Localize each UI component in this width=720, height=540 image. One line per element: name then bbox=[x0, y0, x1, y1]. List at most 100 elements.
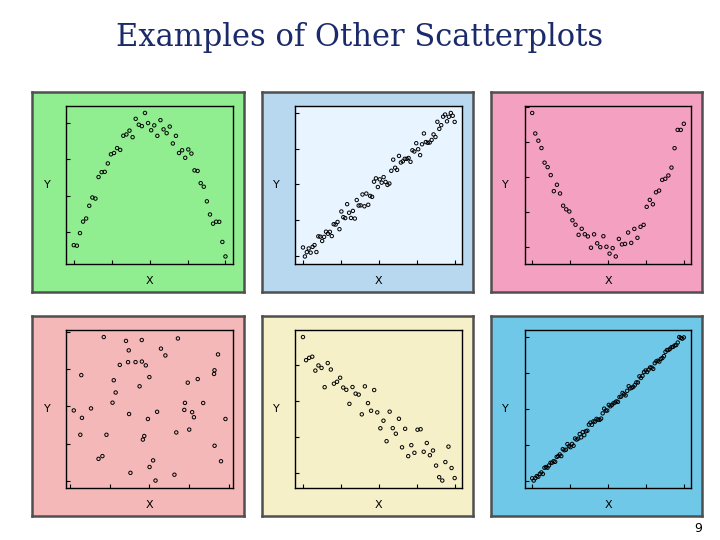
Point bbox=[399, 154, 410, 163]
Point bbox=[529, 129, 541, 138]
Point bbox=[376, 178, 387, 187]
Point bbox=[76, 414, 88, 422]
Point bbox=[209, 366, 220, 375]
Point bbox=[594, 416, 606, 424]
Point bbox=[99, 167, 110, 176]
Point bbox=[612, 397, 624, 406]
Point bbox=[641, 202, 652, 211]
Point bbox=[68, 241, 79, 249]
Point bbox=[68, 406, 79, 415]
Point bbox=[557, 201, 569, 210]
Point bbox=[356, 190, 368, 199]
Point bbox=[608, 399, 619, 408]
Point bbox=[603, 401, 615, 409]
Point bbox=[204, 210, 216, 219]
Point bbox=[86, 193, 98, 202]
Point bbox=[391, 166, 402, 174]
Point bbox=[331, 377, 343, 386]
Point bbox=[552, 180, 563, 189]
Point bbox=[148, 456, 159, 465]
Point bbox=[123, 410, 135, 418]
Point bbox=[372, 183, 384, 191]
Point bbox=[447, 111, 459, 120]
Point bbox=[136, 122, 148, 131]
Point bbox=[415, 425, 426, 434]
Point bbox=[649, 359, 660, 368]
Point bbox=[188, 413, 199, 422]
Point bbox=[545, 458, 557, 467]
Point bbox=[559, 446, 570, 455]
Point bbox=[339, 214, 351, 222]
Point bbox=[542, 163, 554, 172]
Point bbox=[102, 159, 114, 168]
Point bbox=[197, 399, 209, 407]
Point bbox=[378, 173, 390, 181]
Point bbox=[405, 441, 417, 449]
Point bbox=[212, 350, 224, 359]
Point bbox=[90, 194, 102, 203]
Point bbox=[661, 346, 672, 354]
Point bbox=[672, 338, 683, 347]
Point bbox=[301, 248, 312, 256]
Point bbox=[611, 397, 622, 406]
Point bbox=[343, 400, 355, 408]
Point bbox=[413, 145, 424, 153]
Point bbox=[209, 441, 220, 450]
Point bbox=[582, 427, 593, 435]
Point bbox=[303, 354, 315, 362]
Point bbox=[536, 468, 547, 477]
Point bbox=[579, 230, 590, 239]
Point bbox=[652, 356, 664, 365]
Point bbox=[548, 457, 559, 465]
Point bbox=[657, 176, 668, 184]
Point bbox=[332, 218, 343, 226]
Point bbox=[595, 414, 607, 423]
Point bbox=[144, 463, 156, 471]
Point bbox=[184, 426, 195, 434]
Point bbox=[208, 370, 220, 379]
Point bbox=[303, 244, 315, 253]
Point bbox=[98, 333, 109, 341]
Point bbox=[655, 355, 667, 363]
Point bbox=[424, 451, 436, 460]
Point bbox=[619, 240, 631, 248]
Point bbox=[431, 118, 443, 126]
Point bbox=[93, 455, 104, 463]
Point bbox=[663, 346, 675, 354]
Point bbox=[322, 230, 333, 238]
Point bbox=[105, 150, 117, 159]
Point bbox=[214, 218, 225, 226]
Point bbox=[643, 365, 654, 374]
Point bbox=[616, 240, 628, 249]
Point bbox=[613, 234, 625, 243]
Point bbox=[182, 379, 194, 387]
Point bbox=[322, 359, 333, 367]
Point bbox=[591, 239, 603, 248]
Point bbox=[137, 435, 148, 444]
Point bbox=[427, 446, 438, 455]
Point bbox=[381, 437, 392, 445]
Point bbox=[436, 121, 447, 130]
Point bbox=[556, 452, 567, 461]
Point bbox=[552, 452, 564, 461]
Point bbox=[672, 126, 683, 134]
Point bbox=[665, 345, 676, 353]
Point bbox=[407, 146, 418, 154]
Point bbox=[75, 430, 86, 439]
Point bbox=[359, 202, 370, 211]
Point bbox=[593, 415, 604, 424]
Point bbox=[646, 363, 657, 372]
Point bbox=[338, 383, 349, 392]
Point bbox=[195, 179, 207, 187]
Point bbox=[405, 158, 416, 166]
Text: X: X bbox=[375, 500, 382, 510]
Text: X: X bbox=[375, 275, 382, 286]
Point bbox=[673, 333, 685, 341]
Point bbox=[112, 144, 123, 152]
Point bbox=[120, 336, 132, 345]
Point bbox=[604, 249, 616, 258]
Point bbox=[401, 154, 413, 163]
Point bbox=[347, 383, 359, 391]
Point bbox=[613, 393, 625, 401]
Point bbox=[577, 428, 588, 436]
